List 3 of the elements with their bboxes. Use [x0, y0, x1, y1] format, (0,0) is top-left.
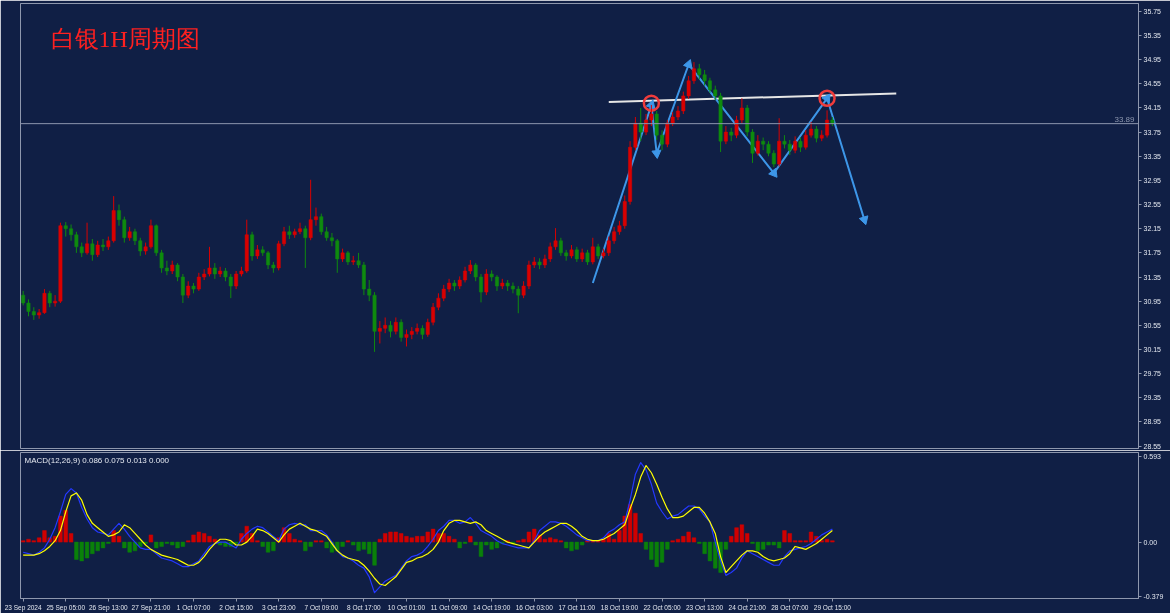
text: 白银1H周期图 — [50, 25, 200, 52]
ref-line-label: 33.89 — [1114, 114, 1136, 124]
chart-title: MACD(12,26,9) 0.086 0.075 0.013 0.000 — [24, 455, 170, 465]
